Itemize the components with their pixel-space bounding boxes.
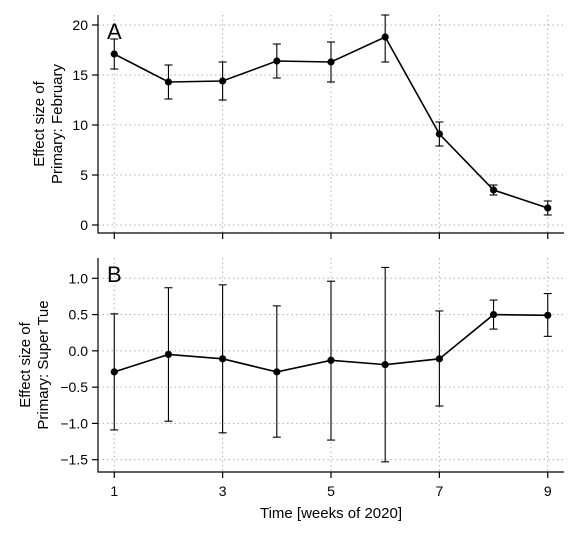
data-point bbox=[164, 78, 173, 86]
y-axis-label-line: Primary: Super Tue bbox=[35, 300, 52, 429]
x-tick-label: 3 bbox=[219, 483, 227, 499]
data-point bbox=[489, 310, 498, 319]
data-point bbox=[110, 50, 118, 58]
axis-spines bbox=[97, 258, 564, 473]
axis-spines bbox=[97, 15, 564, 234]
y-tick-label: 10 bbox=[72, 117, 88, 133]
y-tick-label: 5 bbox=[80, 167, 88, 183]
panel-letter: B bbox=[107, 262, 122, 287]
data-point bbox=[327, 58, 335, 66]
y-tick-label: 0.0 bbox=[69, 343, 89, 359]
x-tick-label: 5 bbox=[327, 483, 335, 499]
x-tick-label: 7 bbox=[435, 483, 443, 499]
y-tick-label: 1.0 bbox=[69, 270, 89, 286]
data-point bbox=[327, 356, 335, 364]
data-series bbox=[110, 14, 552, 216]
panel-b: −1.5 −1.0 −0.5 0.0 0.5 1.0 1 3 5 7 9 Effect size of… bbox=[17, 258, 564, 522]
y-tick-label: 20 bbox=[72, 17, 88, 33]
y-axis-label: Effect size ofPrimary: February bbox=[31, 63, 66, 184]
data-point bbox=[164, 350, 173, 359]
data-point bbox=[544, 311, 552, 319]
data-point bbox=[273, 368, 281, 376]
y-axis-label: Effect size ofPrimary: Super Tue bbox=[17, 300, 52, 429]
panel-letter: A bbox=[107, 19, 122, 44]
data-point bbox=[219, 77, 227, 85]
y-tick-label: −0.5 bbox=[60, 379, 88, 395]
data-point bbox=[544, 204, 552, 212]
y-axis-label-line: Primary: February bbox=[49, 63, 66, 184]
y-tick-label: 15 bbox=[72, 67, 88, 83]
x-tick-label: 1 bbox=[110, 483, 118, 499]
x-tick-label: 9 bbox=[544, 483, 552, 499]
y-axis-label-line: Effect size of bbox=[31, 80, 48, 166]
data-point bbox=[489, 186, 498, 194]
data-point bbox=[110, 368, 118, 376]
data-series bbox=[110, 266, 552, 463]
y-tick-label: −1.0 bbox=[60, 415, 88, 431]
data-point bbox=[219, 355, 227, 363]
data-point bbox=[273, 57, 281, 65]
y-tick-label: 0 bbox=[80, 217, 88, 233]
x-axis-label: Time [weeks of 2020] bbox=[260, 505, 402, 522]
data-point bbox=[435, 130, 443, 138]
data-point bbox=[381, 33, 389, 41]
panel-a: 0 5 10 15 20 Effect size ofPrimary: February A bbox=[31, 14, 564, 239]
y-tick-label: 0.5 bbox=[69, 307, 89, 323]
y-axis-label-line: Effect size of bbox=[17, 321, 34, 407]
data-point bbox=[381, 361, 389, 369]
data-point bbox=[435, 355, 443, 363]
y-tick-label: −1.5 bbox=[60, 452, 88, 468]
